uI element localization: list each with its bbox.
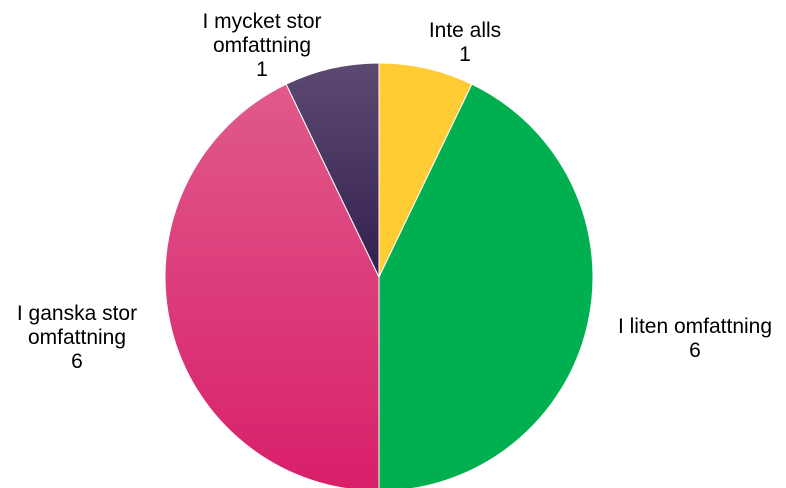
slice-label-1: Inte alls 1	[429, 19, 501, 66]
slice-label-line: I liten omfattning	[618, 315, 772, 338]
slice-label-4: I mycket stor omfattning 1	[202, 10, 321, 81]
pie-slice-2	[378, 83, 594, 488]
slice-label-line: omfattning	[28, 326, 126, 349]
slice-label-line: Inte alls	[429, 19, 501, 42]
slice-label-line: I mycket stor	[202, 10, 321, 33]
slice-label-line: 6	[71, 350, 83, 373]
slice-label-line: I ganska stor	[17, 302, 137, 325]
slice-label-3: I ganska stor omfattning 6	[17, 302, 137, 373]
pie-slices	[164, 62, 594, 488]
slice-label-line: 6	[689, 339, 701, 362]
slice-label-line: omfattning	[213, 34, 311, 57]
pie-slice-3	[164, 83, 380, 488]
slice-label-2: I liten omfattning 6	[618, 315, 772, 362]
pie-labels: Inte alls 1I liten omfattning 6I ganska st…	[17, 10, 772, 373]
pie-slice-4	[285, 62, 380, 278]
slice-label-line: 1	[459, 43, 471, 66]
slice-label-line: 1	[256, 58, 268, 81]
